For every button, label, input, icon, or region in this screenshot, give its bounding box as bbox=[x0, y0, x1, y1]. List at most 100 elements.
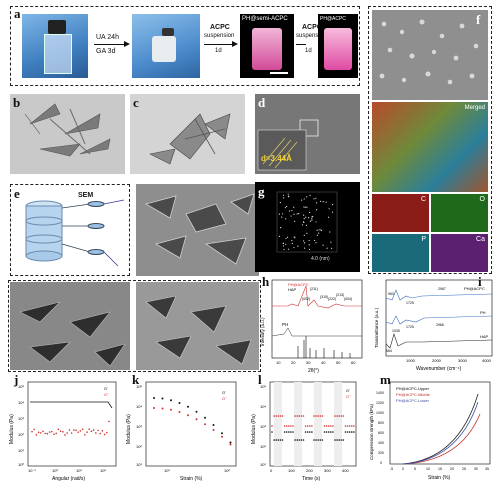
svg-text:10²: 10² bbox=[100, 468, 106, 473]
j-gdouble-point bbox=[81, 428, 84, 430]
fft-dot bbox=[312, 215, 314, 218]
fft-dot bbox=[298, 213, 300, 215]
k-gdouble-point bbox=[178, 411, 181, 414]
fft-dot bbox=[307, 217, 310, 219]
k-gdouble-point bbox=[161, 407, 164, 410]
l-gprime-point bbox=[323, 425, 326, 427]
l-gprime-point bbox=[321, 415, 324, 417]
l-gprime-point bbox=[317, 415, 319, 417]
l-gdouble-point bbox=[292, 431, 294, 433]
eds-map-p: P bbox=[372, 234, 429, 272]
xrd-peak-213: (213) bbox=[336, 293, 344, 297]
fft-dot bbox=[293, 213, 295, 215]
fft-xlabel: 4.0 (nm) bbox=[311, 256, 330, 262]
fft-dot bbox=[278, 213, 280, 215]
fft-dot bbox=[285, 243, 287, 245]
svg-text:100: 100 bbox=[288, 468, 295, 473]
j-gprime-line bbox=[30, 401, 113, 409]
fft-dot bbox=[282, 242, 284, 244]
ftir-ph-acpc-line bbox=[385, 289, 493, 301]
fft-dot bbox=[293, 206, 295, 208]
j-gdouble-point bbox=[99, 432, 101, 435]
j-gdouble-point bbox=[57, 428, 60, 431]
l-gprime-point bbox=[302, 415, 305, 417]
k-gprime-point bbox=[212, 423, 215, 426]
fft-dot bbox=[315, 221, 317, 223]
svg-text:10⁵: 10⁵ bbox=[136, 384, 142, 389]
svg-text:10²: 10² bbox=[224, 468, 230, 473]
label-ph-semi-acpc: PH@semi-ACPC bbox=[242, 16, 288, 22]
svg-text:10²: 10² bbox=[260, 444, 266, 449]
l-gprime-point bbox=[332, 425, 334, 427]
sample-cylinder-diagram bbox=[25, 199, 125, 267]
eds-label-ca: Ca bbox=[476, 236, 485, 243]
j-xlabel: Angular (rad/s) bbox=[52, 476, 85, 482]
j-gdouble-point bbox=[92, 429, 95, 431]
l-gdouble-point bbox=[315, 439, 317, 441]
ftir-ann-1035: 1035 bbox=[392, 329, 400, 333]
photo-ph-semi-acpc: PH@semi-ACPC bbox=[240, 14, 294, 78]
fft-dot bbox=[331, 211, 334, 213]
arrow-right-icon bbox=[94, 44, 128, 45]
xrd-peak-222: (222) bbox=[328, 297, 336, 301]
xrd-ylabel: Intensity (a.u.) bbox=[260, 317, 265, 346]
xrd-xlabel: 2θ(°) bbox=[308, 368, 319, 374]
fft-dot bbox=[304, 247, 306, 249]
svg-text:600: 600 bbox=[378, 431, 384, 435]
fft-dot bbox=[318, 229, 320, 231]
j-gdouble-point bbox=[84, 433, 86, 436]
k-gdouble-point bbox=[204, 423, 206, 426]
svg-text:5: 5 bbox=[414, 467, 416, 471]
eds-label-o: O bbox=[479, 196, 485, 203]
l-legend-2: G'' bbox=[346, 394, 351, 399]
l-gprime-point bbox=[319, 415, 322, 417]
k-legend-2: G'' bbox=[222, 396, 227, 401]
ftir-xlabel: Wavenumber (cm⁻¹) bbox=[416, 366, 462, 372]
l-gdouble-point bbox=[290, 431, 292, 433]
svg-text:1000: 1000 bbox=[376, 411, 384, 415]
panel-label-f: f bbox=[476, 12, 481, 27]
j-xticks: 10⁻¹ 10⁰ 10¹ 10² bbox=[28, 468, 106, 473]
svg-text:200: 200 bbox=[306, 468, 313, 473]
k-legend-1: G' bbox=[222, 390, 226, 395]
k-gprime-point bbox=[204, 416, 206, 419]
fft-dot bbox=[287, 195, 290, 197]
l-gdouble-point bbox=[288, 431, 290, 433]
sem-image-f bbox=[372, 10, 488, 100]
m-lower-curve bbox=[401, 401, 479, 465]
panel-label-k: k bbox=[132, 372, 140, 387]
j-gdouble-point bbox=[53, 433, 55, 436]
l-gprime-point bbox=[292, 425, 294, 427]
l-gdouble-point bbox=[304, 431, 307, 433]
fft-dot bbox=[330, 241, 332, 243]
fft-dot bbox=[290, 215, 292, 217]
panel-label-d: d bbox=[258, 95, 266, 110]
panel-label-e: e bbox=[14, 186, 20, 201]
svg-text:-5: -5 bbox=[390, 467, 393, 471]
panel-label-j: j bbox=[14, 372, 19, 387]
m-middle-curve bbox=[401, 413, 481, 465]
l-gdouble-point bbox=[319, 439, 322, 441]
fft-dot bbox=[306, 232, 308, 234]
svg-text:10²: 10² bbox=[18, 432, 24, 437]
chart-l: G' G'' 10⁵ 10⁴ 10³ 10² 10¹ 0 100 200 300 400 Tim… bbox=[251, 381, 357, 482]
svg-text:10¹: 10¹ bbox=[136, 462, 142, 467]
l-gprime-point bbox=[281, 415, 284, 417]
l-gprime-point bbox=[340, 415, 343, 417]
fft-dot bbox=[287, 236, 289, 238]
fft-dot bbox=[320, 229, 322, 231]
l-gdouble-point bbox=[344, 431, 347, 433]
fft-dot bbox=[304, 206, 306, 208]
j-gdouble-point bbox=[44, 432, 46, 435]
l-step-band bbox=[334, 382, 342, 466]
fft-dot bbox=[320, 200, 322, 202]
xrd-legend-2: HAP bbox=[288, 287, 297, 292]
j-gdouble-point bbox=[46, 432, 49, 435]
j-gdouble-point bbox=[64, 434, 66, 436]
l-gdouble-point bbox=[346, 431, 349, 433]
arrowhead-icon bbox=[232, 41, 238, 47]
fft-dots bbox=[276, 191, 338, 253]
l-gdouble-point bbox=[294, 439, 296, 441]
k-gprime-point bbox=[195, 410, 198, 413]
